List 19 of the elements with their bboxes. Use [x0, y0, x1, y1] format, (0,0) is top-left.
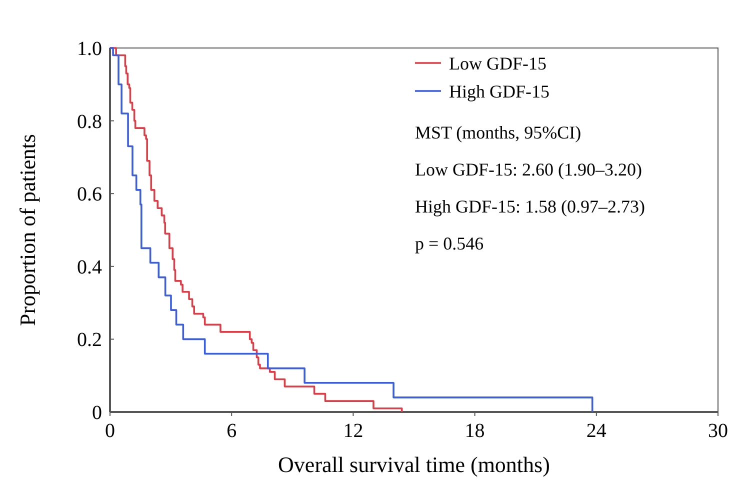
y-tick-label: 0.4	[77, 256, 102, 278]
legend-label: High GDF-15	[449, 81, 550, 102]
annotation: Low GDF-15: 2.60 (1.90–3.20)	[415, 159, 642, 180]
y-tick-label: 0.6	[77, 184, 102, 206]
annotation: p = 0.546	[415, 233, 484, 254]
x-tick-label: 24	[586, 420, 606, 442]
x-tick-label: 12	[343, 420, 364, 442]
legend-label: Low GDF-15	[449, 53, 546, 74]
y-tick-label: 0.8	[77, 110, 102, 133]
y-tick-label: 0	[92, 402, 102, 424]
y-axis-title: Proportion of patients	[15, 134, 40, 326]
x-tick-label: 6	[226, 420, 237, 442]
y-tick-label: 0.2	[77, 329, 102, 352]
annotation: High GDF-15: 1.58 (0.97–2.73)	[415, 196, 645, 216]
x-tick-label: 18	[464, 420, 485, 442]
x-tick-label: 30	[708, 420, 728, 442]
x-axis-title: Overall survival time (months)	[278, 452, 550, 477]
annotation: MST (months, 95%CI)	[415, 122, 582, 142]
y-tick-label: 1.0	[77, 38, 102, 60]
